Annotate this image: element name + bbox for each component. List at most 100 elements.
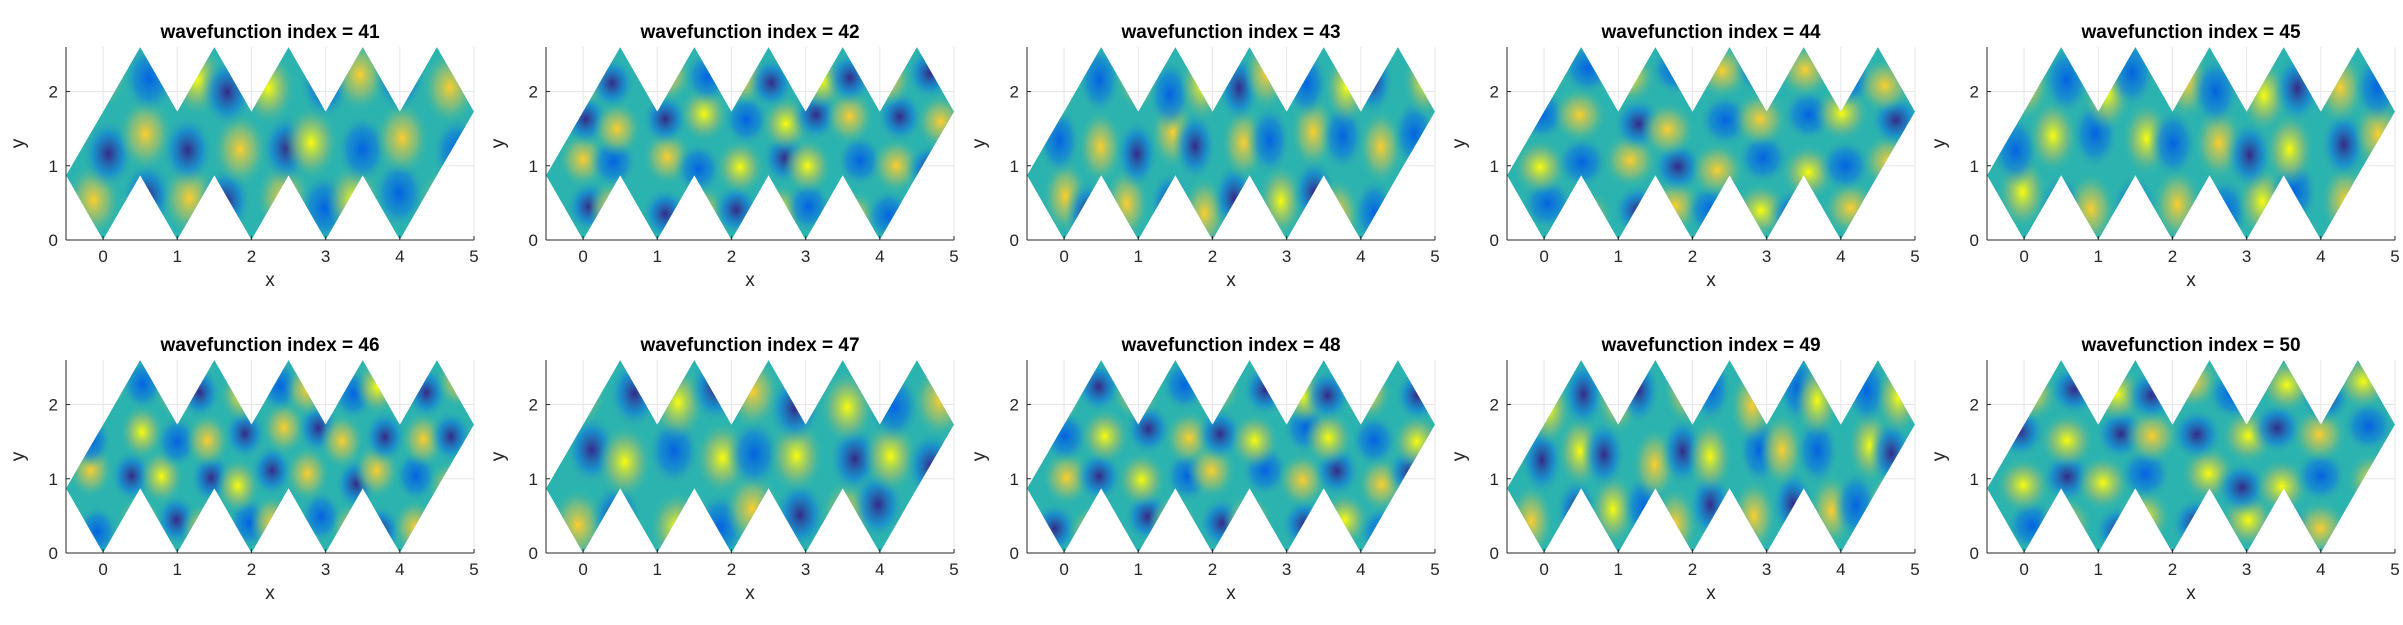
wave-lobe: [1690, 142, 1745, 198]
wave-lobe: [422, 50, 474, 125]
wave-lobe: [1616, 360, 1661, 427]
subplot-title: wavefunction index = 43: [1120, 22, 1340, 43]
x-tick-label: 2: [727, 560, 736, 579]
wave-lobe: [1352, 176, 1397, 240]
wave-lobe: [2272, 51, 2322, 126]
wavefunction-field: [1027, 47, 1435, 240]
wave-lobe: [2342, 487, 2395, 544]
x-tick-label: 1: [173, 247, 182, 266]
x-axis-label: x: [265, 270, 275, 291]
y-axis-label: y: [1449, 451, 1470, 461]
wave-lobe: [1244, 47, 1289, 111]
subplot-2: 0 1 2 3 4 5 0 1 2 wavefunction index = 42 x y: [488, 22, 959, 291]
wavefunction-field: [66, 360, 474, 553]
x-tick-label: 0: [578, 247, 587, 266]
y-tick-label: 0: [1010, 231, 1019, 250]
wave-lobe: [2341, 398, 2395, 454]
wave-lobe: [1876, 360, 1915, 435]
x-tick-label: 5: [469, 560, 478, 579]
x-tick-label: 0: [2019, 247, 2028, 266]
y-tick-label: 0: [1970, 231, 1979, 250]
wave-lobe: [1870, 189, 1915, 240]
x-tick-label: 5: [2390, 560, 2399, 579]
wave-lobe: [2075, 455, 2131, 511]
wave-lobe: [1732, 91, 1788, 147]
wave-lobe: [68, 413, 113, 469]
wave-lobe: [2293, 500, 2348, 553]
y-tick-label: 1: [49, 470, 58, 489]
x-tick-label: 3: [801, 560, 810, 579]
wave-lobe: [1996, 457, 2051, 513]
wave-lobe: [783, 138, 832, 194]
wave-lobe: [417, 167, 472, 240]
wave-lobe: [1357, 504, 1407, 553]
subplot-8: 0 1 2 3 4 5 0 1 2 wavefunction index = 48 x y: [969, 335, 1440, 604]
wave-lobe: [1640, 101, 1695, 158]
wave-lobe: [1068, 504, 1118, 553]
x-tick-label: 2: [727, 247, 736, 266]
wave-lobe: [200, 55, 255, 130]
wave-lobe: [903, 178, 953, 234]
wave-lobe: [864, 187, 914, 240]
wave-lobe: [905, 47, 954, 102]
wave-lobe: [1611, 182, 1666, 239]
wave-lobe: [1733, 47, 1788, 97]
y-tick-label: 0: [529, 544, 538, 563]
wave-lobe: [640, 91, 690, 147]
wavefunction-field: [1507, 360, 1915, 553]
x-tick-label: 4: [2316, 247, 2325, 266]
y-tick-label: 1: [1970, 470, 1979, 489]
x-tick-label: 1: [173, 560, 182, 579]
subplot-10: 0 1 2 3 4 5 0 1 2 wavefunction index = 50 x y: [1929, 335, 2400, 604]
wave-lobe: [249, 442, 295, 499]
y-axis-label: y: [488, 138, 509, 148]
x-tick-label: 0: [1059, 247, 1068, 266]
wave-lobe: [727, 417, 782, 491]
x-tick-label: 5: [469, 247, 478, 266]
wave-lobe: [1191, 360, 1241, 416]
wave-lobe: [2107, 47, 2157, 110]
wave-lobe: [2066, 172, 2116, 240]
wave-lobe: [185, 412, 230, 468]
wave-lobe: [640, 186, 690, 240]
wave-lobe: [284, 105, 339, 180]
x-axis-label: x: [1226, 270, 1236, 291]
subplot-title: wavefunction index = 45: [2080, 22, 2301, 43]
wave-lobe: [746, 55, 796, 111]
wave-lobe: [1080, 408, 1130, 464]
wave-lobe: [362, 409, 408, 465]
wavefunction-field: [1027, 360, 1435, 553]
wave-lobe: [1403, 47, 1435, 117]
x-tick-label: 3: [1282, 560, 1291, 579]
wave-lobe: [219, 367, 265, 423]
subplot-title: wavefunction index = 42: [639, 22, 859, 43]
x-axis-label: x: [1226, 583, 1236, 604]
y-tick-label: 1: [1490, 470, 1499, 489]
x-tick-label: 0: [98, 560, 107, 579]
wave-lobe: [2293, 448, 2348, 504]
subplot-title: wavefunction index = 49: [1600, 335, 1820, 356]
y-tick-label: 1: [1010, 157, 1019, 176]
y-axis-label: y: [1929, 451, 1950, 461]
wave-lobe: [1112, 364, 1161, 421]
x-tick-label: 2: [1688, 560, 1697, 579]
y-tick-label: 2: [529, 396, 538, 415]
x-tick-label: 3: [2242, 247, 2251, 266]
wave-lobe: [1180, 48, 1225, 122]
y-tick-label: 2: [1970, 396, 1979, 415]
x-tick-label: 1: [1614, 560, 1623, 579]
x-tick-label: 5: [1430, 560, 1439, 579]
subplot-title: wavefunction index = 48: [1120, 335, 1340, 356]
y-tick-label: 1: [49, 157, 58, 176]
x-tick-label: 2: [1208, 560, 1217, 579]
wave-lobe: [74, 47, 129, 110]
wave-lobe: [2124, 408, 2180, 464]
wave-lobe: [825, 50, 875, 106]
wave-lobe: [118, 97, 173, 171]
wave-lobe: [1385, 503, 1435, 553]
wave-lobe: [261, 399, 307, 456]
wave-lobe: [2225, 118, 2274, 192]
y-tick-label: 1: [1490, 157, 1499, 176]
subplot-1: 0 1 2 3 4 5 0 1 2 wavefunction index = 41 x y: [8, 22, 479, 291]
